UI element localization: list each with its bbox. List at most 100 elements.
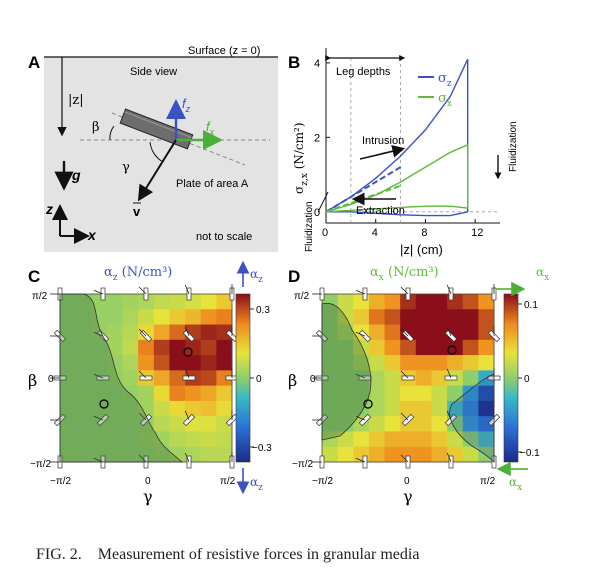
c-heatmap-cell [60, 370, 77, 387]
d-heatmap-cell [400, 355, 417, 371]
d-heatmap-cell [400, 431, 417, 448]
d-heatmap-cell [322, 355, 339, 371]
z-axis-label: z [45, 201, 53, 217]
d-heatmap-cell [478, 294, 495, 310]
d-heatmap-cell [353, 355, 370, 371]
panel-d-cbar-max: 0.1 [524, 300, 538, 311]
d-heatmap-cell [400, 324, 417, 341]
extraction-label: Extraction [356, 205, 405, 217]
c-zero-contour-region [59, 293, 183, 463]
c-heatmap-cell [153, 431, 170, 448]
d-heatmap-cell [322, 416, 339, 432]
c-heatmap-cell [91, 431, 108, 448]
c-heatmap-cell [153, 324, 170, 341]
c-heatmap-cell [60, 324, 77, 341]
panel-c-xlabel: γ [143, 487, 153, 506]
d-heatmap-cell [462, 385, 479, 402]
d-heatmap-cell [462, 416, 479, 432]
d-plate-glyph [355, 413, 372, 427]
c-plate-glyph [182, 326, 196, 343]
d-marker-circle [363, 399, 373, 409]
d-heatmap-cell [415, 400, 432, 417]
c-heatmap-cell [153, 370, 170, 387]
b-series-sigma-z [325, 58, 469, 217]
d-heatmap-cell [337, 385, 354, 402]
c-heatmap-cell [75, 385, 92, 402]
c-heatmap-cell [91, 309, 108, 326]
d-plate-glyph [400, 286, 411, 301]
d-heatmap-cell [431, 385, 448, 402]
panel-d-ytick-bottom: −π/2 [292, 459, 314, 470]
c-heatmap-cell [169, 400, 186, 417]
c-heatmap-cell [75, 324, 92, 341]
c-plate-glyph [138, 286, 149, 301]
c-heatmap-cell [216, 385, 233, 402]
c-heatmap-cell [106, 416, 124, 432]
c-heatmap-cell [200, 355, 217, 371]
d-heatmap-cell [431, 355, 448, 371]
c-heatmap-cell [200, 385, 217, 402]
fx-label: fx [206, 119, 215, 137]
legend-sigma-x: σx [438, 91, 452, 109]
c-heatmap-cell [200, 446, 217, 463]
panel-d-heatmap [312, 284, 501, 469]
d-plate-glyph [400, 328, 415, 343]
c-plate-glyph [93, 373, 110, 381]
c-heatmap-cell [106, 294, 124, 310]
c-plate-glyph [138, 328, 153, 343]
c-heatmap-cell [91, 355, 108, 371]
d-zero-contour-region-right [449, 373, 495, 463]
d-heatmap-cell [384, 324, 401, 341]
d-heatmap-cell [337, 339, 354, 356]
c-heatmap-cell [200, 324, 217, 341]
d-heatmap-cell [368, 385, 386, 402]
d-heatmap-cell [384, 416, 401, 432]
panel-d-side-top: αx [536, 265, 549, 283]
c-heatmap-cell [200, 309, 217, 326]
d-plate-glyph [355, 329, 372, 343]
d-heatmap-cell [478, 400, 495, 417]
d-heatmap-cell [337, 446, 354, 463]
c-heatmap-cell [60, 385, 77, 402]
d-heatmap-cell [431, 294, 448, 310]
c-heatmap-cell [216, 324, 233, 341]
velocity-label: v [133, 204, 141, 219]
c-heatmap-cell [153, 294, 170, 310]
c-heatmap-cell [153, 339, 170, 356]
c-heatmap-cell [60, 355, 77, 371]
d-heatmap-cell [322, 431, 339, 448]
c-heatmap-cell [91, 400, 108, 417]
panel-c-cbar-zero: 0 [256, 374, 262, 385]
d-heatmap-cell [431, 324, 448, 341]
d-plate-glyph [400, 454, 411, 469]
depth-label: |z| [68, 93, 84, 108]
d-zero-contour-region-left [321, 302, 372, 441]
c-heatmap-cell [169, 431, 186, 448]
d-heatmap-cell [400, 400, 417, 417]
c-heatmap-cell [216, 431, 233, 448]
c-heatmap-cell [138, 400, 155, 417]
d-heatmap-cell [431, 416, 448, 432]
c-heatmap-cell [185, 385, 202, 402]
d-heatmap-cell [337, 431, 354, 448]
d-heatmap-cell [431, 446, 448, 463]
panel-c-cbar-min: −0.3 [252, 443, 272, 454]
figure-caption: FIG. 2. Measurement of resistive forces … [36, 546, 420, 563]
c-heatmap-cell [60, 446, 77, 463]
panel-d-ylabel: β [288, 371, 297, 390]
c-heatmap-cell [106, 309, 124, 326]
c-heatmap-cell [138, 294, 155, 310]
d-heatmap-cell [462, 431, 479, 448]
fluidization-pointer-left [317, 191, 329, 213]
c-heatmap-cell [216, 446, 233, 463]
c-heatmap-cell [106, 324, 124, 341]
c-plate-glyph [182, 410, 196, 427]
d-heatmap-cell [353, 385, 370, 402]
d-heatmap-cell [322, 339, 339, 356]
c-heatmap-cell [185, 400, 202, 417]
d-heatmap-cell [415, 294, 432, 310]
c-heatmap-cell [75, 416, 92, 432]
d-heatmap-cell [368, 370, 386, 387]
panel-d: D αx (N/cm³) 0.1 0 −0.1 αx αx π/2 0 −π/2… [288, 265, 549, 506]
b-fit-sigma-z [325, 166, 402, 213]
